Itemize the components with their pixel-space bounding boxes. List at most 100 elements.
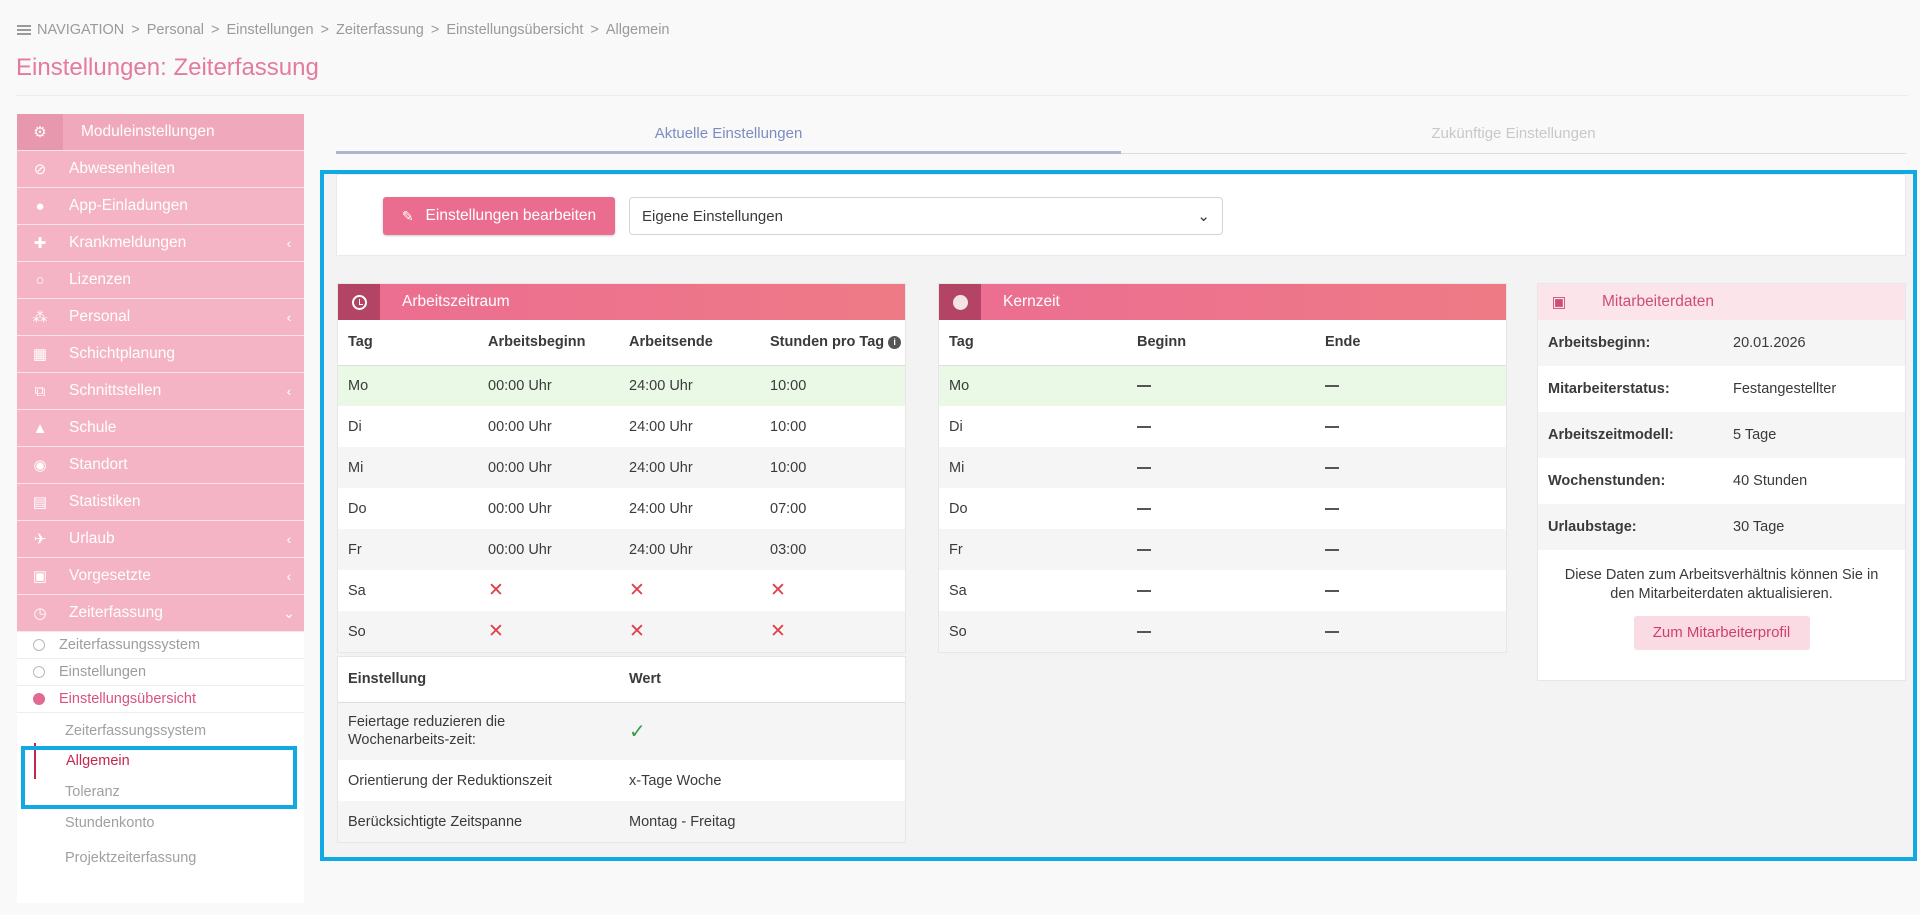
mitarbeiterdaten-table: Arbeitsbeginn: 20.01.2026 Mitarbeiterstat…: [1538, 320, 1905, 550]
arbeitszeitraum-table: Tag Arbeitsbeginn Arbeitsende Stunden pr…: [338, 320, 905, 652]
sidebar-item-statistiken[interactable]: ▤ Statistiken: [17, 484, 304, 521]
sidebar-item-label: Krankmeldungen: [69, 234, 187, 251]
table-row: Mitarbeiterstatus: Festangestellter: [1548, 381, 1837, 397]
kernzeit-table: Tag Beginn Ende Mo Di Mi Do Fr Sa So: [939, 320, 1506, 652]
sidebar-submenu: Zeiterfassungssystem Einstellungen Einst…: [17, 632, 304, 713]
cancel-icon: ⊘: [33, 161, 47, 178]
chevron-down-icon: ⌄: [1197, 208, 1210, 225]
subsubmenu-item-zeiterfassungssystem[interactable]: Zeiterfassungssystem: [65, 723, 207, 739]
person-icon: ●: [35, 197, 45, 215]
table-row: Do 00:00 Uhr 24:00 Uhr 07:00: [348, 500, 807, 517]
cross-icon: ✕: [629, 580, 645, 601]
tab-aktuelle-einstellungen[interactable]: Aktuelle Einstellungen: [336, 118, 1121, 154]
cross-icon: ✕: [488, 580, 504, 601]
subsubmenu-item-allgemein[interactable]: Allgemein: [34, 743, 304, 779]
sidebar-item-zeiterfassung[interactable]: ◷ Zeiterfassung ⌄: [17, 595, 304, 632]
column-header: Stunden pro Tag i: [760, 320, 905, 366]
submenu-item-einstellungsuebersicht[interactable]: Einstellungsübersicht: [17, 686, 304, 713]
panel-header: Arbeitszeitraum: [338, 284, 905, 320]
sidebar-item-urlaub[interactable]: ✈ Urlaub ‹: [17, 521, 304, 558]
subsubmenu-item-stundenkonto[interactable]: Stundenkonto: [65, 814, 155, 831]
breadcrumb: NAVIGATION > Personal > Einstellungen > …: [17, 22, 670, 38]
sidebar-item-label: Zeiterfassung: [69, 604, 163, 621]
subsubmenu-item-toleranz[interactable]: Toleranz: [65, 784, 120, 800]
chevron-down-icon: ⌄: [283, 604, 295, 621]
calendar-icon: ▦: [32, 346, 48, 363]
dash-icon: [1325, 630, 1339, 633]
column-header: Tag: [939, 320, 1127, 366]
sidebar-item-schule[interactable]: ▲ Schule: [17, 410, 304, 447]
column-header: Wert: [619, 657, 905, 703]
arbeitszeitraum-panel: Arbeitszeitraum Tag Arbeitsbeginn Arbeit…: [337, 283, 906, 653]
location-icon: ◉: [33, 457, 47, 474]
sidebar-item-standort[interactable]: ◉ Standort: [17, 447, 304, 484]
dash-icon: [1137, 425, 1151, 428]
table-row: Feiertage reduzieren die Wochenarbeits-z…: [338, 702, 905, 760]
tab-zukuenftige-einstellungen[interactable]: Zukünftige Einstellungen: [1121, 118, 1906, 154]
panel-header: ▣ Mitarbeiterdaten: [1538, 284, 1905, 320]
subsubmenu-item-projektzeiterfassung[interactable]: Projektzeiterfassung: [65, 849, 197, 866]
breadcrumb-zeiterfassung[interactable]: Zeiterfassung: [336, 22, 424, 38]
employee-profile-button[interactable]: Zum Mitarbeiterprofil: [1633, 616, 1810, 650]
table-row: Fr 00:00 Uhr 24:00 Uhr 03:00: [338, 529, 905, 570]
chevron-left-icon: ‹: [286, 531, 292, 547]
table-row: Mo: [939, 365, 1506, 406]
panel-title: Mitarbeiterdaten: [1602, 293, 1715, 310]
breadcrumb-personal[interactable]: Personal: [146, 22, 204, 38]
dash-icon: [1137, 630, 1151, 633]
radio-icon: [33, 639, 45, 651]
sidebar-item-lizenzen[interactable]: ○ Lizenzen: [17, 262, 304, 299]
table-row: Fr: [939, 529, 1506, 570]
medical-icon: ✚: [33, 235, 47, 252]
toolbar-card: ✎ Einstellungen bearbeiten Eigene Einste…: [336, 174, 1906, 256]
cross-icon: ✕: [488, 621, 504, 642]
dash-icon: [1325, 384, 1339, 387]
highlight-allgemein: [21, 746, 297, 809]
dash-icon: [1137, 384, 1151, 387]
settings-panel: Einstellung Wert Feiertage reduzieren di…: [337, 656, 906, 843]
chevron-left-icon: ‹: [286, 235, 292, 251]
info-text: Diese Daten zum Arbeitsverhältnis können…: [1564, 567, 1879, 602]
sidebar-item-schichtplanung[interactable]: ▦ Schichtplanung: [17, 336, 304, 373]
table-row: Arbeitszeitmodell: 5 Tage: [1538, 412, 1905, 458]
dash-icon: [1325, 589, 1339, 592]
edit-settings-button[interactable]: ✎ Einstellungen bearbeiten: [383, 197, 615, 235]
info-icon[interactable]: i: [888, 335, 902, 349]
submenu-item-zeiterfassungssystem[interactable]: Zeiterfassungssystem: [17, 632, 304, 659]
sidebar-item-vorgesetzte[interactable]: ▣ Vorgesetzte ‹: [17, 558, 304, 595]
breadcrumb-navigation[interactable]: NAVIGATION: [37, 22, 125, 38]
dash-icon: [1325, 548, 1339, 551]
panel-title: Kernzeit: [1003, 293, 1060, 310]
sidebar-item-personal[interactable]: ⁂ Personal ‹: [17, 299, 304, 336]
dash-icon: [1137, 466, 1151, 469]
chevron-left-icon: ‹: [286, 568, 292, 584]
breadcrumb-einstellungsuebersicht[interactable]: Einstellungsübersicht: [446, 22, 584, 38]
submenu-item-einstellungen[interactable]: Einstellungen: [17, 659, 304, 686]
table-row: Orientierung der Reduktionszeit x-Tage Wo…: [348, 772, 722, 789]
table-row: Arbeitsbeginn: 20.01.2026: [1538, 320, 1905, 366]
table-row: Di: [939, 406, 1506, 447]
sidebar-header[interactable]: ⚙ Moduleinstellungen: [17, 114, 304, 151]
sidebar-item-label: Vorgesetzte: [69, 567, 151, 584]
table-row: Berücksichtigte Zeitspanne Montag - Freit…: [338, 801, 905, 842]
column-header: Tag: [338, 320, 478, 366]
sidebar-item-abwesenheiten[interactable]: ⊘ Abwesenheiten: [17, 151, 304, 188]
table-row: Sa: [939, 570, 1506, 611]
sidebar-item-label: Schichtplanung: [69, 345, 175, 362]
dash-icon: [1325, 466, 1339, 469]
breadcrumb-allgemein: Allgemein: [605, 22, 670, 38]
column-header: Einstellung: [338, 657, 619, 703]
settings-select[interactable]: Eigene Einstellungen ⌄: [629, 197, 1223, 235]
menu-icon[interactable]: [17, 23, 31, 37]
table-row: Mi 00:00 Uhr 24:00 Uhr 10:00: [338, 447, 905, 488]
radio-icon: [33, 666, 45, 678]
breadcrumb-einstellungen[interactable]: Einstellungen: [226, 22, 314, 38]
tab-bar: Aktuelle Einstellungen Zukünftige Einste…: [336, 118, 1906, 154]
sidebar-item-schnittstellen[interactable]: ⧉ Schnittstellen ‹: [17, 373, 304, 410]
sidebar-item-app-einladungen[interactable]: ● App-Einladungen: [17, 188, 304, 225]
table-row: Mi: [939, 447, 1506, 488]
sidebar-item-label: Standort: [69, 456, 128, 473]
sidebar-item-krankmeldungen[interactable]: ✚ Krankmeldungen ‹: [17, 225, 304, 262]
sidebar-item-label: Urlaub: [69, 530, 115, 547]
plane-icon: ✈: [33, 531, 47, 548]
